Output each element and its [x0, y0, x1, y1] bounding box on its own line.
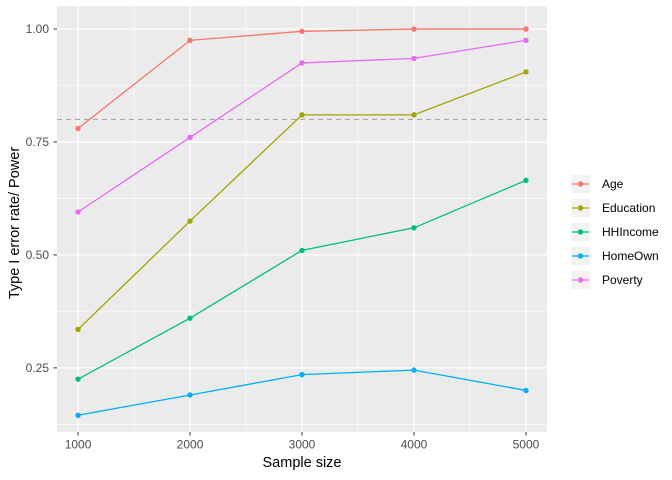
legend-key-age — [571, 175, 590, 193]
data-point-hhincome — [411, 225, 417, 231]
legend-key-hhincome — [571, 223, 590, 241]
x-tick-label: 2000 — [177, 438, 204, 452]
data-point-hhincome — [75, 376, 81, 382]
data-point-poverty — [523, 37, 529, 44]
legend-label-education: Education — [602, 201, 656, 215]
x-axis-title: Sample size — [262, 455, 342, 471]
y-tick-label: 0.25 — [26, 361, 50, 375]
data-point-poverty — [187, 134, 193, 141]
data-point-poverty — [75, 209, 81, 215]
y-tick-label: 1.00 — [26, 22, 50, 36]
legend-key-poverty — [571, 271, 590, 289]
y-tick-label: 0.75 — [26, 135, 50, 149]
y-axis-title: Type I error rate/ Power — [7, 146, 23, 300]
legend-entry-homeown: HomeOwn — [571, 244, 659, 268]
data-point-education — [299, 112, 305, 118]
data-point-age — [523, 26, 529, 32]
data-point-poverty — [299, 60, 305, 66]
x-tick-label: 1000 — [65, 438, 92, 452]
data-point-education — [523, 69, 529, 75]
x-tick-label: 3000 — [289, 438, 316, 452]
legend-label-age: Age — [602, 177, 624, 191]
legend-entry-education: Education — [571, 196, 659, 220]
data-point-age — [411, 26, 417, 32]
data-point-homeown — [75, 412, 81, 418]
x-tick-label: 5000 — [513, 438, 540, 452]
data-point-poverty — [411, 55, 417, 62]
legend-key-education — [571, 199, 590, 217]
data-point-education — [187, 218, 193, 224]
data-point-age — [75, 125, 81, 132]
data-point-homeown — [411, 367, 417, 373]
data-point-education — [411, 112, 417, 118]
legend-entry-hhincome: HHIncome — [571, 220, 659, 244]
legend-label-poverty: Poverty — [602, 273, 643, 287]
legend-label-hhincome: HHIncome — [602, 225, 659, 239]
legend-entry-poverty: Poverty — [571, 268, 659, 292]
data-point-hhincome — [187, 315, 193, 321]
data-point-hhincome — [523, 177, 529, 184]
legend: Age Education HHIncome HomeOwn Poverty — [571, 172, 659, 292]
data-point-age — [299, 28, 305, 34]
y-tick-label: 0.50 — [26, 248, 50, 262]
data-point-age — [187, 37, 193, 44]
data-point-education — [75, 326, 81, 333]
data-point-hhincome — [299, 247, 305, 254]
legend-entry-age: Age — [571, 172, 659, 196]
data-point-homeown — [187, 392, 193, 398]
data-point-homeown — [299, 371, 305, 378]
legend-label-homeown: HomeOwn — [602, 249, 659, 263]
data-point-homeown — [523, 387, 529, 394]
legend-key-homeown — [571, 247, 590, 265]
x-tick-label: 4000 — [401, 438, 428, 452]
